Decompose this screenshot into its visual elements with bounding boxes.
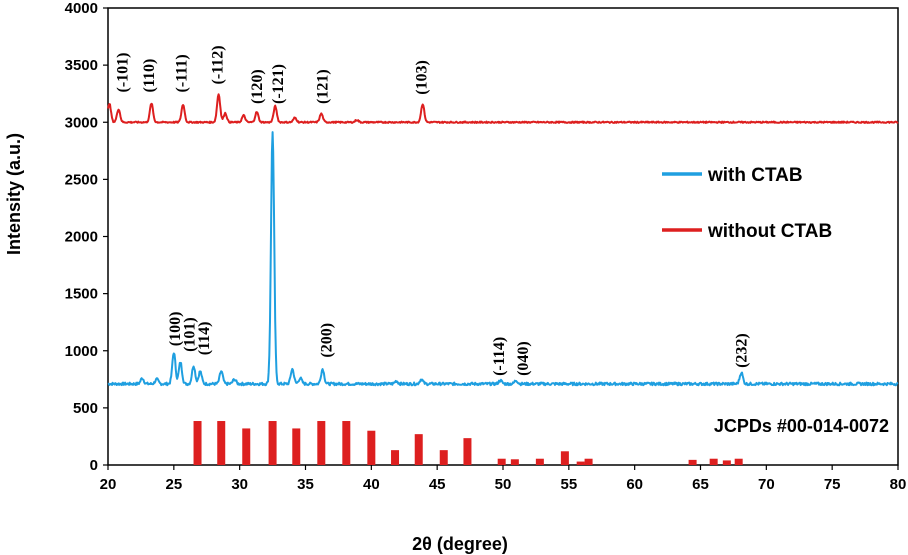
peak-label: (-111): [174, 54, 191, 92]
reference-stick: [391, 450, 400, 465]
peak-label: (232): [733, 333, 750, 368]
reference-stick: [217, 421, 226, 465]
peak-label: (121): [315, 69, 332, 104]
peak-label: (120): [249, 69, 266, 104]
reference-stick: [414, 434, 423, 465]
reference-stick: [734, 458, 743, 465]
y-tick-label: 4000: [65, 0, 98, 17]
x-tick-label: 60: [626, 476, 643, 493]
peak-label: (110): [141, 59, 158, 93]
x-tick-label: 40: [363, 476, 380, 493]
reference-stick: [510, 459, 519, 465]
x-tick-label: 45: [429, 476, 446, 493]
y-tick-label: 2000: [65, 229, 98, 246]
y-tick-label: 3500: [65, 57, 98, 74]
reference-stick: [367, 430, 376, 465]
x-tick-label: 50: [495, 476, 512, 493]
series-lines: [107, 93, 899, 387]
peak-label: (101): [182, 317, 199, 352]
series-line-without-ctab: [107, 93, 899, 124]
x-tick-label: 25: [165, 476, 182, 493]
y-tick-label: 3000: [65, 114, 98, 131]
x-tick-label: 75: [824, 476, 841, 493]
legend-label-without-ctab: without CTAB: [707, 221, 832, 242]
y-tick-label: 0: [90, 457, 98, 474]
x-tick-label: 20: [100, 476, 117, 493]
reference-stick: [317, 421, 326, 465]
peak-label: (114): [196, 322, 213, 356]
reference-card-label: JCPDs #00-014-0072: [714, 416, 889, 436]
x-axis-ticks: 20 25 30 35 40 45 50 55 60 65 70 75 80: [100, 465, 907, 493]
reference-stick: [709, 458, 718, 465]
y-tick-label: 2500: [65, 171, 98, 188]
reference-stick: [722, 460, 731, 465]
y-axis-ticks: 0 500 1000 1500 2000 2500 3000 3500 4000: [65, 0, 108, 474]
y-tick-label: 1500: [65, 286, 98, 303]
peak-label: (-101): [115, 53, 132, 93]
reference-stick: [242, 428, 251, 465]
reference-stick: [463, 438, 472, 465]
reference-stick: [439, 450, 448, 465]
x-tick-label: 35: [297, 476, 314, 493]
reference-stick: [688, 459, 697, 465]
reference-stick: [342, 421, 351, 465]
peak-label: (-114): [491, 337, 508, 376]
x-tick-label: 55: [560, 476, 577, 493]
y-tick-label: 1000: [65, 343, 98, 360]
peak-label: (103): [413, 60, 430, 95]
legend-label-with-ctab: with CTAB: [707, 165, 803, 186]
reference-stick: [193, 421, 202, 465]
series-line-with-ctab: [107, 131, 899, 387]
y-axis-title: Intensity (a.u.): [4, 133, 24, 255]
peak-label: (-121): [270, 64, 287, 104]
peak-labels: (-101) (110) (-111) (-112) (120) (-121) (121) (…: [115, 45, 751, 376]
x-tick-label: 65: [692, 476, 709, 493]
y-tick-label: 500: [73, 400, 98, 417]
x-tick-label: 80: [890, 476, 907, 493]
reference-stick: [497, 458, 506, 465]
legend: with CTAB without CTAB: [662, 165, 832, 242]
x-tick-label: 70: [758, 476, 775, 493]
x-tick-label: 30: [231, 476, 248, 493]
reference-stick: [576, 461, 585, 465]
peak-label: (100): [167, 312, 184, 347]
reference-stick: [292, 428, 301, 465]
peak-label: (-112): [209, 45, 226, 84]
reference-stick: [560, 451, 569, 465]
reference-stick: [268, 421, 277, 465]
reference-stick-pattern: [193, 421, 743, 465]
peak-label: (040): [515, 341, 532, 376]
x-axis-title: 2θ (degree): [412, 534, 508, 554]
reference-stick: [584, 458, 593, 465]
reference-stick: [535, 458, 544, 465]
peak-label: (200): [319, 323, 336, 358]
